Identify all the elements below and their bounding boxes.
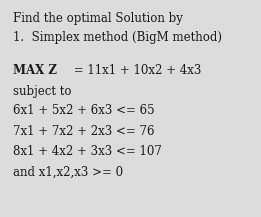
Text: 6x1 + 5x2 + 6x3 <= 65: 6x1 + 5x2 + 6x3 <= 65 bbox=[13, 104, 155, 117]
Text: 1.  Simplex method (BigM method): 1. Simplex method (BigM method) bbox=[13, 31, 222, 44]
Text: = 11x1 + 10x2 + 4x3: = 11x1 + 10x2 + 4x3 bbox=[70, 64, 201, 77]
Text: 7x1 + 7x2 + 2x3 <= 76: 7x1 + 7x2 + 2x3 <= 76 bbox=[13, 125, 155, 138]
Text: MAX Z: MAX Z bbox=[13, 64, 57, 77]
Text: subject to: subject to bbox=[13, 85, 72, 98]
Text: 8x1 + 4x2 + 3x3 <= 107: 8x1 + 4x2 + 3x3 <= 107 bbox=[13, 145, 162, 158]
Text: Find the optimal Solution by: Find the optimal Solution by bbox=[13, 12, 183, 25]
Text: and x1,x2,x3 >= 0: and x1,x2,x3 >= 0 bbox=[13, 166, 123, 179]
